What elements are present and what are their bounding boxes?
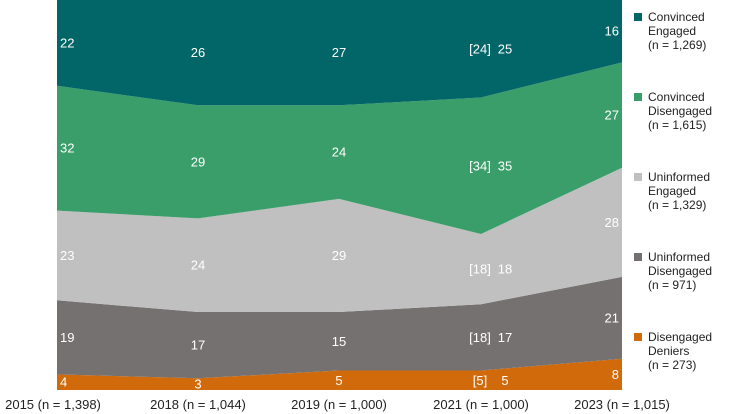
legend-label-uninformed-disengaged-0: Uninformed	[648, 250, 710, 264]
bracket-label-uninformed-disengaged: [18]	[469, 330, 491, 345]
data-label-convinced-disengaged-0: 32	[60, 141, 74, 156]
legend-label-uninformed-disengaged-2: (n = 971)	[648, 278, 696, 292]
data-label-uninformed-disengaged-4: 21	[605, 310, 619, 325]
legend-label-convinced-engaged-1: Engaged	[648, 24, 696, 38]
data-label-disengaged-deniers-1: 3	[194, 377, 201, 392]
bracket-label-convinced-engaged: [24]	[469, 41, 491, 56]
data-label-uninformed-engaged-3: 18	[498, 262, 512, 277]
area-disengaged-deniers	[57, 358, 622, 390]
data-label-convinced-engaged-1: 26	[191, 45, 205, 60]
data-label-convinced-engaged-2: 27	[332, 45, 346, 60]
x-tick-label-3: 2021 (n = 1,000)	[433, 397, 529, 412]
data-label-convinced-disengaged-4: 27	[605, 108, 619, 123]
x-tick-label-2: 2019 (n = 1,000)	[291, 397, 387, 412]
x-tick-label-1: 2018 (n = 1,044)	[150, 397, 246, 412]
data-label-convinced-disengaged-3: 35	[498, 158, 512, 173]
legend-label-convinced-disengaged-0: Convinced	[648, 90, 705, 104]
legend-label-convinced-disengaged-1: Disengaged	[648, 104, 712, 118]
bracket-label-disengaged-deniers: [5]	[473, 373, 487, 388]
data-label-uninformed-engaged-1: 24	[191, 258, 205, 273]
area-uninformed-disengaged	[57, 276, 622, 379]
bracket-label-convinced-disengaged: [34]	[469, 158, 491, 173]
data-label-uninformed-disengaged-0: 19	[60, 330, 74, 345]
data-label-convinced-engaged-4: 16	[605, 24, 619, 39]
data-label-uninformed-engaged-2: 29	[332, 248, 346, 263]
legend-label-convinced-engaged-2: (n = 1,269)	[648, 38, 706, 52]
data-label-uninformed-engaged-0: 23	[60, 248, 74, 263]
legend-label-disengaged-deniers-0: Disengaged	[648, 330, 712, 344]
legend-swatch-convinced-engaged	[634, 13, 642, 21]
legend-label-uninformed-engaged-0: Uninformed	[648, 170, 710, 184]
data-label-uninformed-engaged-4: 28	[605, 215, 619, 230]
data-label-disengaged-deniers-2: 5	[335, 373, 342, 388]
legend-label-uninformed-engaged-2: (n = 1,329)	[648, 198, 706, 212]
data-label-convinced-disengaged-1: 29	[191, 154, 205, 169]
legend-label-convinced-engaged-0: Convinced	[648, 10, 705, 24]
data-label-uninformed-disengaged-3: 17	[498, 330, 512, 345]
data-label-convinced-engaged-3: 25	[498, 41, 512, 56]
legend-label-disengaged-deniers-1: Deniers	[648, 344, 689, 358]
legend-label-uninformed-disengaged-1: Disengaged	[648, 264, 712, 278]
bracket-label-uninformed-engaged: [18]	[469, 262, 491, 277]
area-uninformed-engaged	[57, 167, 622, 312]
legend-swatch-convinced-disengaged	[634, 93, 642, 101]
data-label-convinced-engaged-0: 22	[60, 35, 74, 50]
legend-swatch-disengaged-deniers	[634, 333, 642, 341]
legend-label-disengaged-deniers-2: (n = 273)	[648, 358, 696, 372]
area-convinced-engaged	[57, 0, 622, 106]
data-label-uninformed-disengaged-2: 15	[332, 334, 346, 349]
x-axis: 2015 (n = 1,398) 2018 (n = 1,044) 2019 (n …	[5, 397, 670, 412]
x-tick-label-0: 2015 (n = 1,398)	[5, 397, 101, 412]
legend-swatch-uninformed-disengaged	[634, 253, 642, 261]
x-tick-label-4: 2023 (n = 1,015)	[574, 397, 670, 412]
legend-swatch-uninformed-engaged	[634, 173, 642, 181]
area-layer	[57, 0, 622, 390]
data-label-disengaged-deniers-4: 8	[612, 367, 619, 382]
legend-label-convinced-disengaged-2: (n = 1,615)	[648, 118, 706, 132]
data-label-convinced-disengaged-2: 24	[332, 145, 346, 160]
legend-label-uninformed-engaged-1: Engaged	[648, 184, 696, 198]
data-label-disengaged-deniers-3: 5	[501, 373, 508, 388]
data-label-uninformed-disengaged-1: 17	[191, 338, 205, 353]
data-label-disengaged-deniers-0: 4	[60, 375, 67, 390]
